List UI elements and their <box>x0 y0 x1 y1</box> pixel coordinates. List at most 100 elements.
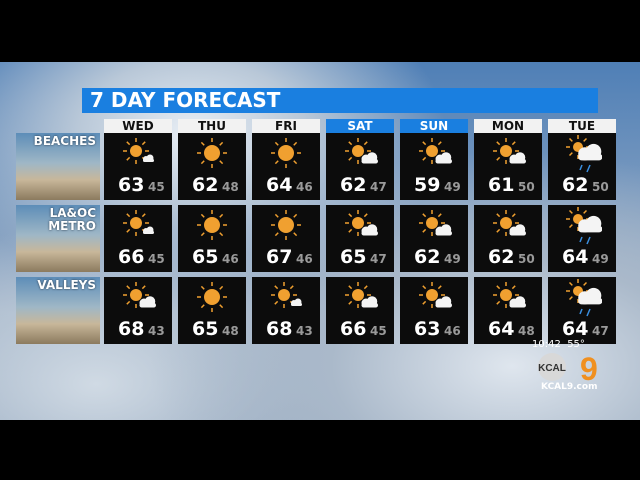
low-temp: 50 <box>518 252 535 266</box>
low-temp: 50 <box>592 180 609 194</box>
low-temp: 46 <box>296 180 313 194</box>
low-temp: 48 <box>222 180 239 194</box>
svg-text:9: 9 <box>580 352 598 382</box>
partly-cloudy-icon <box>493 282 526 308</box>
sunny-icon <box>197 138 227 168</box>
forecast-cell: 63 46 <box>400 277 468 344</box>
forecast-cell: 66 45 <box>104 205 172 272</box>
high-temp: 62 <box>488 246 515 268</box>
mostly-sunny-icon <box>123 138 154 164</box>
low-temp: 46 <box>444 324 461 338</box>
forecast-cell: 61 50 <box>474 133 542 200</box>
partly-cloudy-icon <box>123 282 156 308</box>
sunny-icon <box>271 138 301 168</box>
region-image: BEACHES <box>16 133 100 200</box>
low-temp: 45 <box>148 180 165 194</box>
high-temp: 64 <box>562 246 589 268</box>
partly-cloudy-icon <box>419 138 452 164</box>
high-temp: 61 <box>488 174 515 196</box>
forecast-cell: 62 50 <box>474 205 542 272</box>
low-temp: 49 <box>592 252 609 266</box>
high-temp: 64 <box>562 318 589 340</box>
low-temp: 49 <box>444 180 461 194</box>
day-header-fri: FRI <box>252 119 320 133</box>
page-title: 7 DAY FORECAST <box>82 88 598 113</box>
forecast-cell: 64 46 <box>252 133 320 200</box>
forecast-cell: 66 45 <box>326 277 394 344</box>
partly-cloudy-icon <box>345 282 378 308</box>
high-temp: 68 <box>266 318 293 340</box>
partly-cloudy-icon <box>419 282 452 308</box>
low-temp: 45 <box>370 324 387 338</box>
region-image: LA&OC METRO <box>16 205 100 272</box>
region-image: VALLEYS <box>16 277 100 344</box>
partly-cloudy-icon <box>345 210 378 236</box>
forecast-cell: 59 49 <box>400 133 468 200</box>
rain-icon <box>566 279 602 317</box>
high-temp: 63 <box>414 318 441 340</box>
rain-icon <box>566 135 602 173</box>
high-temp: 64 <box>488 318 515 340</box>
partly-cloudy-icon <box>419 210 452 236</box>
forecast-cell: 63 45 <box>104 133 172 200</box>
forecast-cell: 67 46 <box>252 205 320 272</box>
high-temp: 59 <box>414 174 441 196</box>
day-header-sat: SAT <box>326 119 394 133</box>
low-temp: 46 <box>296 252 313 266</box>
low-temp: 43 <box>148 324 165 338</box>
partly-cloudy-icon <box>345 138 378 164</box>
day-header-mon: MON <box>474 119 542 133</box>
high-temp: 62 <box>340 174 367 196</box>
high-temp: 64 <box>266 174 293 196</box>
high-temp: 67 <box>266 246 293 268</box>
forecast-cell: 62 49 <box>400 205 468 272</box>
forecast-cell: 68 43 <box>252 277 320 344</box>
partly-cloudy-icon <box>493 210 526 236</box>
high-temp: 66 <box>340 318 367 340</box>
forecast-cell: 64 48 <box>474 277 542 344</box>
low-temp: 47 <box>370 180 387 194</box>
day-header-tue: TUE <box>548 119 616 133</box>
kcal9-logo: KCAL 9 <box>538 352 598 382</box>
high-temp: 62 <box>192 174 219 196</box>
forecast-cell: 65 47 <box>326 205 394 272</box>
low-temp: 50 <box>518 180 535 194</box>
partly-cloudy-icon <box>493 138 526 164</box>
high-temp: 65 <box>192 318 219 340</box>
day-header-wed: WED <box>104 119 172 133</box>
high-temp: 66 <box>118 246 145 268</box>
forecast-cell: 65 46 <box>178 205 246 272</box>
day-header-sun: SUN <box>400 119 468 133</box>
mostly-sunny-icon <box>123 210 154 236</box>
region-label: LA&OC METRO <box>48 206 96 233</box>
high-temp: 62 <box>562 174 589 196</box>
low-temp: 45 <box>148 252 165 266</box>
high-temp: 65 <box>340 246 367 268</box>
low-temp: 47 <box>592 324 609 338</box>
mostly-sunny-icon <box>271 282 302 308</box>
forecast-cell: 64 47 <box>548 277 616 344</box>
low-temp: 43 <box>296 324 313 338</box>
high-temp: 68 <box>118 318 145 340</box>
forecast-cell: 64 49 <box>548 205 616 272</box>
sunny-icon <box>271 210 301 240</box>
forecast-cell: 62 47 <box>326 133 394 200</box>
high-temp: 63 <box>118 174 145 196</box>
forecast-cell: 68 43 <box>104 277 172 344</box>
low-temp: 48 <box>518 324 535 338</box>
region-label: BEACHES <box>33 134 96 148</box>
low-temp: 49 <box>444 252 461 266</box>
region-label: VALLEYS <box>37 278 96 292</box>
forecast-cell: 65 48 <box>178 277 246 344</box>
low-temp: 47 <box>370 252 387 266</box>
low-temp: 46 <box>222 252 239 266</box>
svg-text:KCAL: KCAL <box>538 363 566 374</box>
high-temp: 65 <box>192 246 219 268</box>
website-label: KCAL9.com <box>541 382 598 392</box>
high-temp: 62 <box>414 246 441 268</box>
day-header-thu: THU <box>178 119 246 133</box>
rain-icon <box>566 207 602 245</box>
sunny-icon <box>197 282 227 312</box>
time-temp-readout: 10:42 55° <box>532 339 585 350</box>
sunny-icon <box>197 210 227 240</box>
